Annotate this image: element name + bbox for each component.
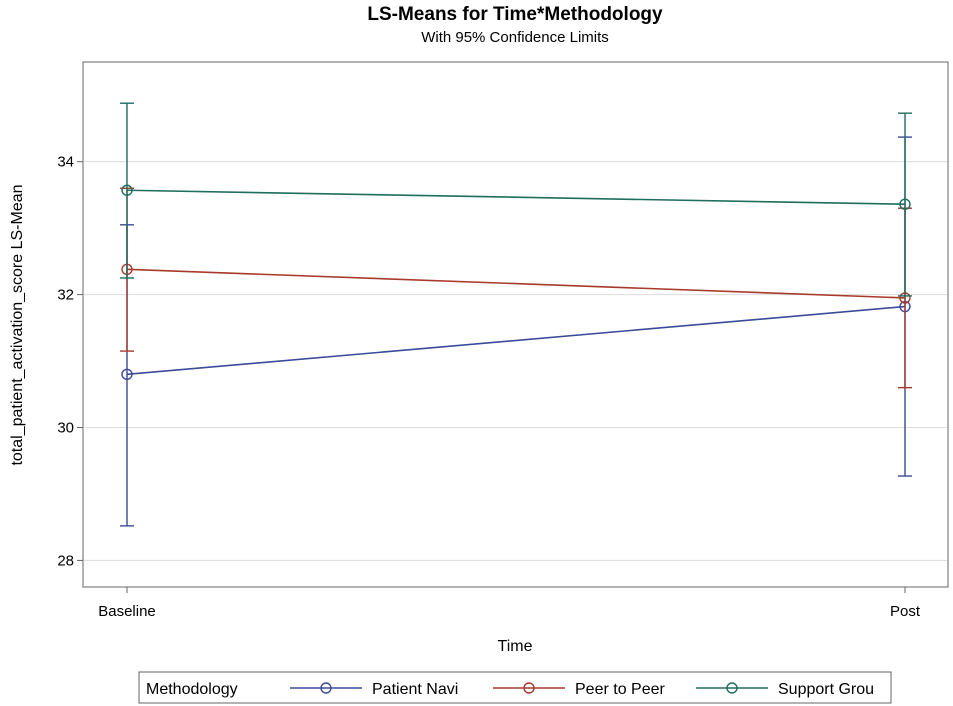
y-axis-label: total_patient_activation_score LS-Mean xyxy=(9,184,26,465)
x-axis-label: Time xyxy=(498,638,533,655)
legend-label: Support Grou xyxy=(778,681,874,698)
legend-items: Patient Navi Peer to Peer Support Grou xyxy=(290,681,874,698)
data-point xyxy=(121,184,133,196)
legend-label: Peer to Peer xyxy=(575,681,666,698)
legend-marker xyxy=(320,682,332,694)
legend-label: Patient Navi xyxy=(372,681,458,698)
chart-subtitle: With 95% Confidence Limits xyxy=(421,29,609,46)
data-point xyxy=(121,368,133,381)
legend: Methodology Patient Navi Peer to Peer Supp… xyxy=(138,671,892,704)
y-tick-label: 30 xyxy=(57,420,74,437)
legend-marker xyxy=(726,682,738,694)
series-line xyxy=(126,268,906,299)
series-group xyxy=(120,102,912,527)
legend-title: Methodology xyxy=(146,681,238,698)
legend-marker xyxy=(523,682,535,694)
x-tick-label: Post xyxy=(890,603,921,620)
y-tick-label: 32 xyxy=(57,287,74,304)
y-tick-label: 28 xyxy=(57,552,74,569)
data-point xyxy=(899,198,911,210)
series xyxy=(120,102,912,297)
x-axis-ticks: Baseline Post xyxy=(98,587,921,620)
y-axis-ticks: 28 30 32 34 xyxy=(57,154,83,569)
series-line xyxy=(126,189,906,206)
plot-area xyxy=(82,61,949,588)
x-tick-label: Baseline xyxy=(98,603,156,620)
y-tick-label: 34 xyxy=(57,154,74,171)
chart-title: LS-Means for Time*Methodology xyxy=(367,4,663,25)
grid-lines xyxy=(84,161,947,561)
series-line xyxy=(126,305,906,376)
